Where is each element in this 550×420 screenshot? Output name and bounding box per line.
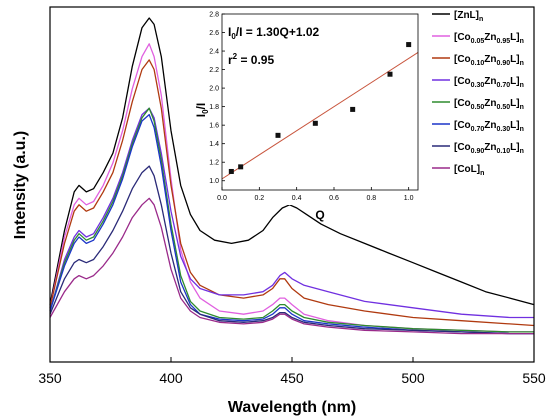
inset-point-2 — [275, 132, 281, 138]
inset-y-tick-label-5: 2.0 — [209, 86, 219, 93]
inset-y-axis-label: I0/I — [194, 103, 210, 117]
legend-label-1: [Co0.05Zn0.95L]n — [454, 32, 524, 45]
main-x-tick-label-3: 500 — [401, 370, 425, 386]
inset-y-tick-label-3: 1.6 — [209, 123, 219, 130]
inset-x-ticks: 0.0 0.2 0.4 0.6 0.8 1.0 — [217, 187, 414, 202]
inset-equation-annotation: I0/I = 1.30Q+1.02 — [228, 25, 320, 41]
main-x-tick-label-0: 350 — [38, 370, 62, 386]
inset-fit-line — [221, 52, 419, 180]
inset-panel — [222, 10, 430, 205]
series-line-2 — [49, 59, 535, 327]
legend-label-3: [Co0.30Zn0.70L]n — [454, 76, 524, 89]
inset-y-tick-label-8: 2.6 — [209, 30, 219, 37]
inset-point-1 — [238, 164, 244, 170]
legend-label-4: [Co0.50Zn0.50L]n — [454, 98, 524, 111]
inset-y-axis-label-text: I0/I — [194, 103, 210, 117]
series-line-7 — [49, 197, 534, 335]
inset-plot-frame — [221, 13, 419, 191]
inset-y-tick-label-9: 2.8 — [209, 12, 219, 19]
inset-y-tick-label-6: 2.2 — [209, 67, 219, 74]
inset-y-tick-label-7: 2.4 — [209, 49, 219, 56]
legend-label-6: [Co0.90Zn0.10L]n — [454, 142, 524, 155]
inset-point-6 — [406, 42, 412, 48]
inset-fit-line-path — [221, 52, 419, 180]
inset-y-tick-label-0: 1.0 — [209, 178, 219, 185]
series-line-1 — [49, 43, 534, 333]
inset-point-0 — [228, 168, 234, 174]
series-line-0 — [49, 17, 535, 306]
series-line-5 — [49, 113, 534, 335]
series-line-3 — [49, 107, 534, 319]
inset-x-axis-label: Q — [315, 208, 324, 222]
series-line-4 — [49, 107, 534, 333]
inset-y-ticks: 1.0 1.2 1.4 1.6 1.8 2.0 2.2 2.4 2.6 2.8 — [209, 12, 225, 185]
inset-x-tick-label-0: 0.0 — [217, 195, 227, 202]
inset-x-tick-label-5: 1.0 — [404, 195, 414, 202]
series-line-6 — [49, 165, 534, 335]
main-y-axis-label: Intensity (a.u.) — [12, 131, 29, 239]
inset-y-tick-label-4: 1.8 — [209, 104, 219, 111]
inset-r2-annotation: r2 = 0.95 — [228, 52, 274, 67]
inset-points — [228, 42, 412, 174]
inset-x-tick-label-3: 0.6 — [329, 195, 339, 202]
main-x-tick-label-2: 450 — [280, 370, 304, 386]
main-x-ticks: 350 400 450 500 550 — [38, 357, 546, 386]
inset-chart: 0.0 0.2 0.4 0.6 0.8 1.0 1.0 1.2 1.4 1.6 1.8 2.0 2.2… — [194, 10, 430, 222]
legend-label-7: [CoL]n — [454, 164, 484, 177]
inset-x-tick-label-2: 0.4 — [292, 195, 302, 202]
inset-point-4 — [350, 106, 356, 112]
inset-x-tick-label-1: 0.2 — [254, 195, 264, 202]
inset-y-tick-label-1: 1.2 — [209, 160, 219, 167]
main-x-tick-label-4: 550 — [522, 370, 546, 386]
inset-point-3 — [312, 120, 318, 126]
legend-label-2: [Co0.10Zn0.90L]n — [454, 54, 524, 67]
legend-label-5: [Co0.70Zn0.30L]n — [454, 120, 524, 133]
main-x-tick-label-1: 400 — [159, 370, 183, 386]
main-chart: 350 400 450 500 550 Wavelength (nm) Intensit… — [12, 6, 546, 416]
main-x-axis-label: Wavelength (nm) — [228, 399, 356, 416]
inset-x-tick-label-4: 0.8 — [366, 195, 376, 202]
inset-point-5 — [387, 71, 393, 77]
inset-y-tick-label-2: 1.4 — [209, 141, 219, 148]
legend: [ZnL]n [Co0.05Zn0.95L]n [Co0.10Zn0.90L]n [C… — [432, 10, 524, 177]
legend-label-0: [ZnL]n — [454, 10, 483, 23]
main-series-lines — [49, 17, 535, 335]
